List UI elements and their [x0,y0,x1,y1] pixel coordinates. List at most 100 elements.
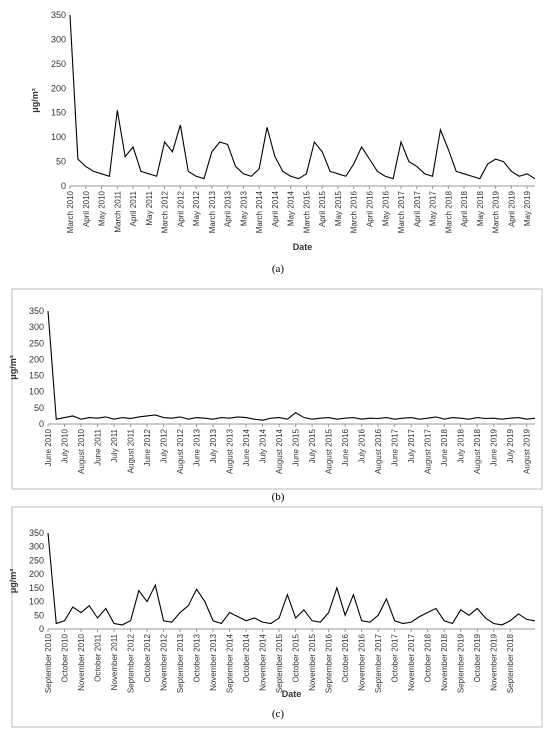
x-tick-label: July 2017 [407,428,416,463]
x-tick-label: July 2016 [358,428,367,463]
x-tick-label: October 2011 [94,633,103,681]
x-tick-label: August 2015 [325,428,334,473]
x-tick-label: April 2011 [129,190,138,226]
y-tick-label: 250 [29,338,44,348]
y-tick-label: 150 [51,108,66,118]
x-tick-label: August 2014 [275,428,284,473]
x-tick-label: September 2017 [374,633,383,693]
x-tick-label: April 2010 [82,190,91,227]
x-tick-label: March 2010 [66,190,75,233]
y-tick-label: 300 [29,542,44,552]
x-tick-label: October 2016 [341,633,350,682]
y-tick-label: 50 [34,403,44,413]
y-tick-label: 50 [34,610,44,620]
x-tick-label: September 2014 [226,633,235,693]
x-tick-label: August 2017 [424,428,433,473]
x-tick-label: October 2012 [143,633,152,682]
y-tick-label: 350 [29,528,44,538]
x-tick-label: May 2013 [239,190,248,226]
x-tick-label: April 2018 [460,190,469,227]
x-tick-label: July 2018 [457,428,466,463]
x-tick-label: August 2016 [374,428,383,473]
x-tick-label: May 2011 [145,190,154,225]
x-tick-label: April 2017 [413,190,422,227]
x-tick-label: August 2018 [473,428,482,473]
x-tick-label: May 2016 [381,190,390,226]
x-tick-label: October 2010 [61,633,70,682]
x-tick-label: September 2016 [325,633,334,693]
x-tick-label: March 2014 [255,190,264,233]
y-axis-label: μg/m³ [8,569,18,594]
x-tick-label: November 2018 [440,633,449,690]
x-tick-label: March 2019 [492,190,501,233]
x-tick-label: April 2013 [224,190,233,227]
x-tick-label: April 2014 [271,190,280,227]
x-tick-label: June 2017 [391,428,400,466]
y-tick-label: 0 [39,624,44,634]
x-tick-label: April 2015 [318,190,327,227]
x-tick-label: May 2010 [98,190,107,226]
x-tick-label: March 2013 [208,190,217,233]
x-tick-label: June 2011 [94,428,103,465]
x-tick-label: November 2015 [308,633,317,690]
x-tick-label: May 2012 [192,190,201,226]
x-tick-label: November 2012 [160,633,169,690]
y-tick-label: 350 [51,10,66,20]
y-tick-label: 300 [29,322,44,332]
y-tick-label: 250 [51,59,66,69]
x-tick-label: August 2012 [176,428,185,473]
x-axis-label: Date [293,242,313,252]
data-line [47,310,536,421]
x-tick-label: July 2014 [259,428,268,463]
y-tick-label: 200 [29,569,44,579]
panel-frame [11,506,543,728]
x-tick-label: May 2019 [523,190,532,226]
x-tick-label: September 2012 [127,633,136,693]
y-tick-label: 250 [29,555,44,565]
x-tick-label: October 2019 [473,633,482,682]
data-line [69,14,536,180]
x-tick-label: September 2013 [176,633,185,693]
y-tick-label: 350 [29,306,44,316]
x-tick-label: October 2014 [242,633,251,682]
x-tick-label: May 2014 [287,190,296,226]
y-tick-label: 100 [29,597,44,607]
x-tick-label: June 2010 [44,428,53,466]
x-tick-label: March 2018 [444,190,453,233]
x-tick-label: October 2013 [193,633,202,682]
x-tick-label: September 2019 [457,633,466,693]
x-tick-label: April 2012 [176,190,185,227]
x-tick-label: July 2019 [506,428,515,463]
y-axis-label: μg/m³ [8,355,18,380]
y-tick-label: 200 [29,354,44,364]
y-axis-label: μg/m³ [30,88,40,113]
y-tick-label: 150 [29,371,44,381]
x-tick-label: June 2012 [143,428,152,466]
x-tick-label: May 2017 [429,190,438,226]
x-tick-label: March 2017 [397,190,406,233]
data-line [47,532,536,626]
x-tick-label: August 2011 [127,428,136,473]
x-tick-label: March 2016 [350,190,359,233]
x-tick-label: July 2012 [160,428,169,463]
x-tick-label: October 2018 [424,633,433,682]
y-tick-label: 0 [61,181,66,191]
x-tick-label: May 2018 [476,190,485,226]
y-tick-label: 100 [51,132,66,142]
x-tick-label: June 2015 [292,428,301,466]
x-tick-label: July 2010 [61,428,70,463]
x-tick-label: July 2011 [110,428,119,462]
panel-frame [11,288,543,490]
x-tick-label: June 2018 [440,428,449,466]
x-tick-label: November 2011 [110,633,119,690]
x-tick-label: April 2016 [365,190,374,227]
x-tick-label: March 2011 [113,190,122,232]
x-tick-label: September 2010 [44,633,53,693]
x-tick-label: June 2013 [193,428,202,466]
x-tick-label: November 2010 [77,633,86,690]
x-tick-label: September 2018 [506,633,515,693]
x-tick-label: June 2016 [341,428,350,466]
x-tick-label: August 2010 [77,428,86,473]
